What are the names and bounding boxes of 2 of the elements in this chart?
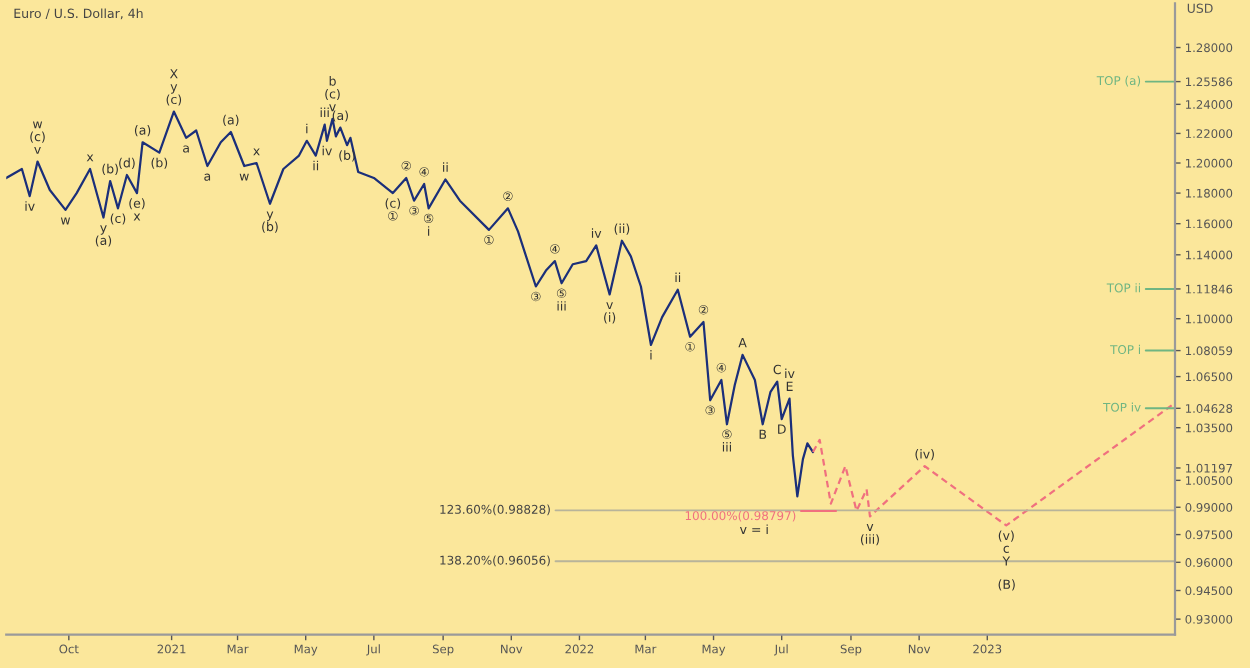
line-series [811, 404, 1173, 527]
line-series [6, 110, 815, 498]
